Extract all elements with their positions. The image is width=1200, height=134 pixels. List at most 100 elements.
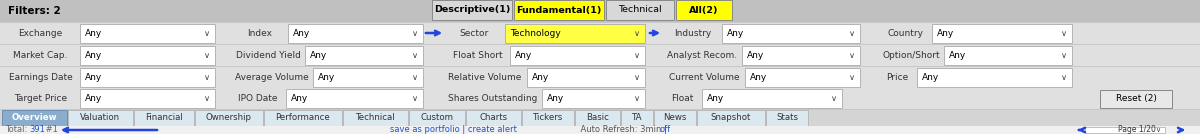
Text: Any: Any xyxy=(746,51,764,60)
Text: Tickers: Tickers xyxy=(533,113,563,122)
Text: Reset (2): Reset (2) xyxy=(1116,94,1157,103)
Text: ∨: ∨ xyxy=(1061,29,1067,38)
Text: Any: Any xyxy=(310,51,328,60)
Bar xyxy=(0,88,1200,109)
Bar xyxy=(264,110,342,126)
Bar xyxy=(286,89,424,108)
Text: Fundamental(1): Fundamental(1) xyxy=(516,5,601,14)
Text: Any: Any xyxy=(85,29,102,38)
Text: Any: Any xyxy=(293,29,311,38)
Text: ∨: ∨ xyxy=(634,29,640,38)
Text: Snapshot: Snapshot xyxy=(710,113,751,122)
Bar xyxy=(505,24,646,43)
Text: Industry: Industry xyxy=(674,29,712,38)
Text: Earnings Date: Earnings Date xyxy=(8,73,72,82)
Bar xyxy=(542,89,646,108)
Bar xyxy=(575,110,620,126)
Text: ∨: ∨ xyxy=(412,29,418,38)
Bar xyxy=(697,110,766,126)
Text: ∨: ∨ xyxy=(830,94,838,103)
Text: ∨: ∨ xyxy=(204,29,210,38)
Bar xyxy=(2,110,67,126)
Text: Average Volume: Average Volume xyxy=(235,73,308,82)
Text: ∨: ∨ xyxy=(204,94,210,103)
Bar xyxy=(68,110,133,126)
Bar xyxy=(742,46,860,65)
Text: Any: Any xyxy=(750,73,767,82)
Text: IPO Date: IPO Date xyxy=(239,94,277,103)
Bar xyxy=(745,68,860,87)
Text: Current Volume: Current Volume xyxy=(668,73,739,82)
Bar xyxy=(606,0,674,20)
Text: Exchange: Exchange xyxy=(18,29,62,38)
Text: Auto Refresh: 3min |: Auto Refresh: 3min | xyxy=(570,126,667,134)
Text: off: off xyxy=(660,126,671,134)
Bar xyxy=(510,46,646,65)
Text: Shares Outstanding: Shares Outstanding xyxy=(448,94,538,103)
Text: News: News xyxy=(664,113,686,122)
Bar xyxy=(522,110,574,126)
Text: ∨: ∨ xyxy=(412,94,418,103)
Text: Sector: Sector xyxy=(460,29,488,38)
Text: Valuation: Valuation xyxy=(80,113,120,122)
Text: Index: Index xyxy=(247,29,272,38)
Text: Float: Float xyxy=(671,94,694,103)
Text: Any: Any xyxy=(547,94,564,103)
Bar xyxy=(194,110,263,126)
Text: Analyst Recom.: Analyst Recom. xyxy=(667,51,738,60)
Text: Target Price: Target Price xyxy=(14,94,67,103)
Bar xyxy=(676,0,732,20)
Text: Technical: Technical xyxy=(355,113,395,122)
Bar xyxy=(305,46,424,65)
Text: Any: Any xyxy=(937,29,954,38)
Text: ∨: ∨ xyxy=(634,51,640,60)
Text: Descriptive(1): Descriptive(1) xyxy=(434,5,510,14)
Text: Technology: Technology xyxy=(510,29,560,38)
Text: save as portfolio | create alert: save as portfolio | create alert xyxy=(390,126,517,134)
Bar xyxy=(0,45,1200,66)
Bar xyxy=(917,68,1072,87)
Text: Dividend Yield: Dividend Yield xyxy=(235,51,300,60)
Text: 391: 391 xyxy=(29,126,44,134)
Bar xyxy=(134,110,194,126)
Text: Any: Any xyxy=(922,73,940,82)
Bar xyxy=(622,110,653,126)
Text: Any: Any xyxy=(292,94,308,103)
Text: #1: #1 xyxy=(43,126,58,134)
Text: ∨: ∨ xyxy=(848,73,856,82)
Bar xyxy=(0,110,1200,126)
Text: Stats: Stats xyxy=(776,113,798,122)
Text: Float Short: Float Short xyxy=(452,51,503,60)
Bar xyxy=(766,110,808,126)
Bar xyxy=(514,0,604,20)
Text: Custom: Custom xyxy=(420,113,454,122)
Bar xyxy=(466,110,521,126)
Bar xyxy=(0,0,1200,22)
Text: ∨: ∨ xyxy=(634,94,640,103)
Text: Any: Any xyxy=(318,73,335,82)
Text: Relative Volume: Relative Volume xyxy=(449,73,522,82)
Text: Technical: Technical xyxy=(618,5,662,14)
Text: Any: Any xyxy=(85,51,102,60)
Bar xyxy=(80,68,215,87)
Text: Any: Any xyxy=(949,51,966,60)
Text: Total:: Total: xyxy=(5,126,30,134)
Text: Page 1/20: Page 1/20 xyxy=(1118,126,1156,134)
Bar xyxy=(343,110,408,126)
Text: Charts: Charts xyxy=(480,113,508,122)
Bar xyxy=(0,67,1200,88)
Text: Any: Any xyxy=(85,73,102,82)
Text: Filters: 2: Filters: 2 xyxy=(8,6,61,16)
Text: Any: Any xyxy=(532,73,550,82)
Bar xyxy=(80,46,215,65)
Bar xyxy=(80,89,215,108)
Bar xyxy=(527,68,646,87)
Text: ∨: ∨ xyxy=(848,29,856,38)
Text: TA: TA xyxy=(631,113,642,122)
Bar xyxy=(0,23,1200,44)
Bar xyxy=(702,89,842,108)
Text: Country: Country xyxy=(887,29,923,38)
Text: ∨: ∨ xyxy=(1061,73,1067,82)
Bar xyxy=(0,126,1200,134)
Text: ∨: ∨ xyxy=(1156,127,1160,133)
